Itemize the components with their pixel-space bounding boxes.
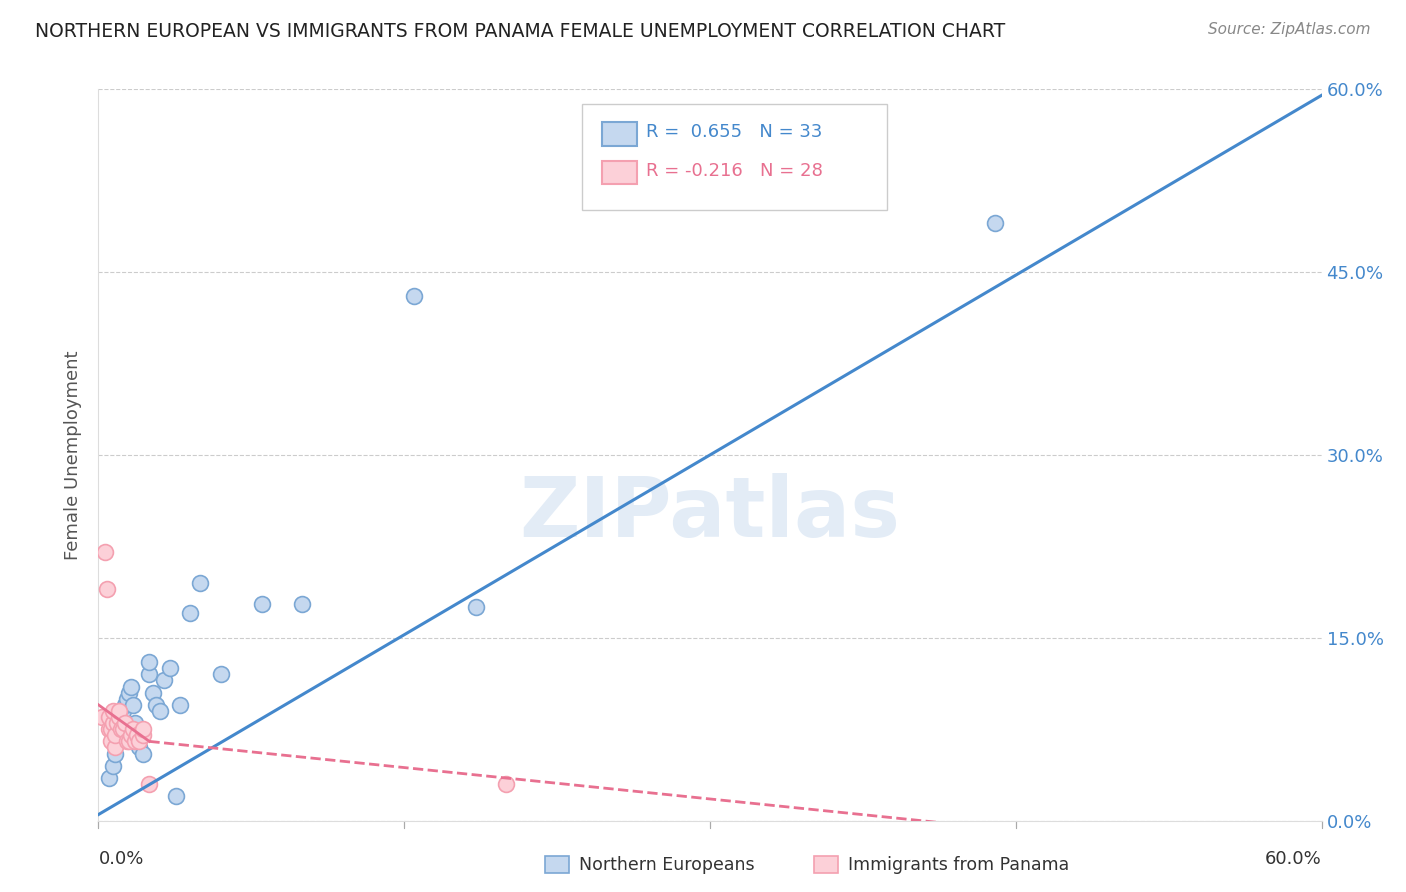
Point (120, 728, 142, 742)
Point (100, 734, 122, 748)
Point (159, 661, 181, 675)
Point (127, 728, 149, 742)
Text: R =  0.655   N = 33: R = 0.655 N = 33 (647, 122, 823, 141)
Point (115, 734, 138, 748)
Text: Source: ZipAtlas.com: Source: ZipAtlas.com (1208, 22, 1371, 37)
Text: Northern Europeans: Northern Europeans (579, 855, 755, 873)
FancyBboxPatch shape (814, 855, 838, 873)
Point (984, 216, 1007, 230)
Point (108, 710, 131, 724)
Point (165, 789, 187, 804)
Point (101, 716, 124, 731)
Point (138, 655, 160, 669)
Point (110, 723, 132, 737)
Point (138, 667, 160, 681)
Point (142, 686, 165, 700)
Point (495, 777, 517, 791)
Point (149, 704, 172, 718)
Point (111, 723, 134, 737)
Y-axis label: Female Unemployment: Female Unemployment (65, 351, 83, 559)
FancyBboxPatch shape (582, 103, 887, 210)
Text: R = -0.216   N = 28: R = -0.216 N = 28 (647, 162, 824, 180)
Point (111, 704, 134, 718)
Point (93, 545, 115, 559)
Point (145, 698, 167, 712)
Point (118, 686, 141, 700)
Point (122, 723, 145, 737)
Point (120, 680, 142, 694)
Point (105, 716, 128, 731)
Point (97, 710, 120, 724)
FancyBboxPatch shape (602, 122, 637, 145)
Point (132, 747, 155, 761)
Point (169, 698, 191, 712)
Point (108, 704, 131, 718)
Point (152, 673, 174, 688)
Point (124, 734, 146, 748)
Point (464, 600, 486, 615)
Point (128, 740, 150, 755)
FancyBboxPatch shape (546, 855, 569, 873)
Text: 0.0%: 0.0% (98, 850, 143, 868)
Point (100, 723, 122, 737)
Point (101, 758, 124, 772)
Text: NORTHERN EUROPEAN VS IMMIGRANTS FROM PANAMA FEMALE UNEMPLOYMENT CORRELATION CHAR: NORTHERN EUROPEAN VS IMMIGRANTS FROM PAN… (35, 22, 1005, 41)
Point (97, 771, 120, 785)
FancyBboxPatch shape (602, 161, 637, 185)
Point (179, 607, 201, 621)
Point (105, 734, 128, 748)
Point (209, 667, 232, 681)
Point (250, 597, 273, 611)
Point (108, 723, 131, 737)
Point (91, 710, 114, 724)
Point (118, 734, 141, 748)
Point (96, 582, 118, 596)
Point (128, 734, 150, 748)
Point (101, 704, 124, 718)
Point (104, 728, 127, 742)
Text: 60.0%: 60.0% (1265, 850, 1322, 868)
Point (114, 698, 136, 712)
Text: ZIPatlas: ZIPatlas (520, 473, 900, 554)
Point (122, 698, 145, 712)
Point (97, 723, 120, 737)
Point (110, 716, 132, 731)
Point (138, 777, 160, 791)
Point (404, 289, 426, 303)
Point (104, 740, 127, 755)
Point (188, 576, 212, 591)
Point (132, 723, 155, 737)
Point (132, 728, 155, 742)
Point (115, 691, 138, 706)
Point (291, 597, 314, 611)
Point (127, 728, 149, 742)
Point (104, 747, 127, 761)
Point (114, 716, 136, 731)
Point (124, 716, 146, 731)
Text: Immigrants from Panama: Immigrants from Panama (848, 855, 1070, 873)
